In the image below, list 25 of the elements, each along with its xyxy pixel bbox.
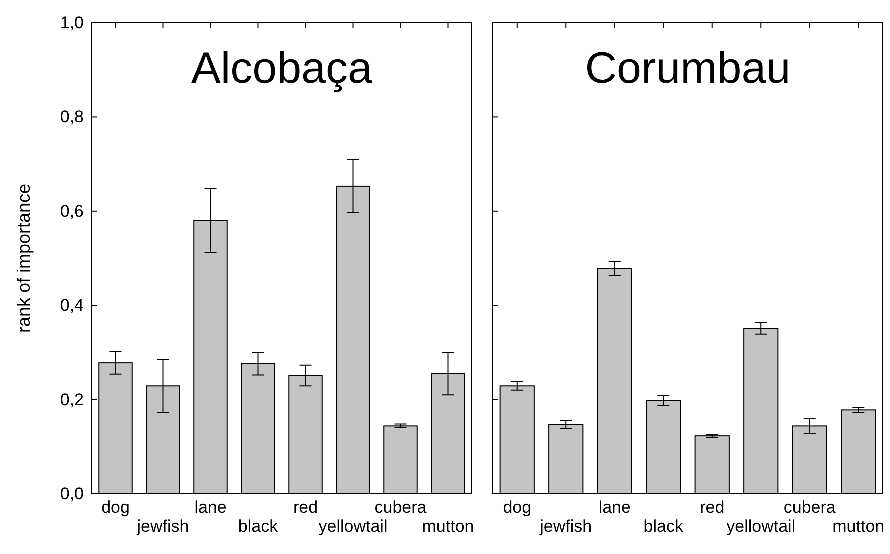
y-tick-label: 0,4 — [60, 296, 84, 316]
x-tick-label: black — [644, 516, 684, 536]
y-tick-label: 0,6 — [60, 202, 84, 221]
x-tick-label: lane — [194, 498, 227, 518]
x-tick-label: jewfish — [136, 516, 190, 536]
x-tick-label: yellowtail — [318, 516, 388, 536]
x-tick-label: mutton — [832, 516, 885, 536]
y-tick-label: 0,0 — [60, 484, 84, 504]
text: Alcobaça — [191, 44, 374, 93]
text: Corumbau — [585, 44, 791, 93]
y-tick-label: 1,0 — [60, 13, 84, 32]
x-tick-label: dog — [503, 498, 532, 518]
x-tick-label: cubera — [784, 498, 836, 518]
x-tick-label: lane — [598, 498, 631, 518]
x-tick-label: yellowtail — [726, 516, 796, 536]
x-tick-label: jewfish — [539, 516, 592, 536]
x-tick-label: cubera — [374, 498, 428, 518]
x-tick-label: mutton — [422, 516, 474, 536]
x-tick-label: dog — [102, 498, 130, 518]
x-tick-label: red — [700, 498, 725, 518]
x-tick-label: black — [238, 516, 279, 536]
y-tick-label: 0,8 — [60, 108, 84, 127]
y-tick-label: 0,2 — [60, 390, 84, 410]
y-axis-title: rank of importance — [14, 184, 34, 334]
x-tick-label: red — [293, 498, 318, 518]
